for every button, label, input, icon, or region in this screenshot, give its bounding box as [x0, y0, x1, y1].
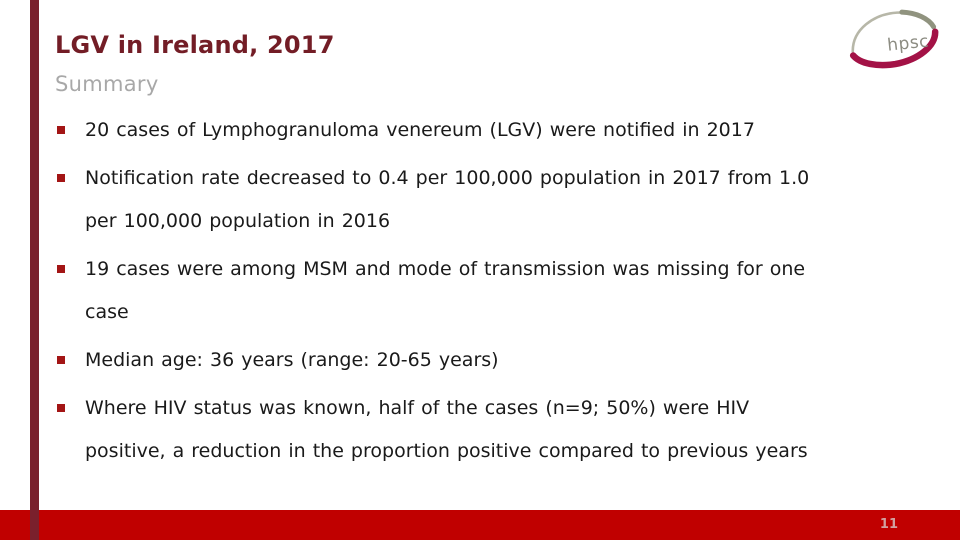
bullet-square-icon: [57, 126, 65, 134]
slide-title: LGV in Ireland, 2017: [55, 31, 335, 59]
hpsc-logo: hpsc: [849, 9, 939, 69]
footer-bar: 11: [0, 510, 960, 540]
bullet-list: 20 cases of Lymphogranuloma venereum (LG…: [57, 109, 907, 478]
bullet-text-line: positive, a reduction in the proportion …: [85, 440, 808, 462]
bullet-text-line: 20 cases of Lymphogranuloma venereum (LG…: [85, 119, 755, 141]
logo-swoosh-olive-icon: [899, 9, 937, 30]
bullet-lines: 20 cases of Lymphogranuloma venereum (LG…: [57, 109, 907, 152]
bullet-square-icon: [57, 265, 65, 273]
bullet-lines: Notification rate decreased to 0.4 per 1…: [57, 157, 907, 243]
bullet-square-icon: [57, 356, 65, 364]
bullet-text-line: case: [85, 301, 129, 323]
bullet-lines: 19 cases were among MSM and mode of tran…: [57, 248, 907, 334]
bullet-lines: Median age: 36 years (range: 20-65 years…: [57, 339, 907, 382]
bullet-text-line: 19 cases were among MSM and mode of tran…: [85, 258, 806, 280]
bullet-item: 19 cases were among MSM and mode of tran…: [57, 248, 907, 334]
logo-text: hpsc: [886, 32, 930, 56]
bullet-square-icon: [57, 174, 65, 182]
bullet-text-line: Median age: 36 years (range: 20-65 years…: [85, 349, 499, 371]
left-accent-stripe: [30, 0, 39, 540]
bullet-text-line: Notification rate decreased to 0.4 per 1…: [85, 167, 810, 189]
bullet-item: Notification rate decreased to 0.4 per 1…: [57, 157, 907, 243]
bullet-text-line: per 100,000 population in 2016: [85, 210, 391, 232]
bullet-text-line: Where HIV status was known, half of the …: [85, 397, 750, 419]
bullet-square-icon: [57, 404, 65, 412]
bullet-item: Median age: 36 years (range: 20-65 years…: [57, 339, 907, 382]
slide-subtitle: Summary: [55, 72, 159, 96]
page-number: 11: [879, 517, 898, 532]
logo-swoosh-crimson-icon: [849, 28, 939, 69]
bullet-item: Where HIV status was known, half of the …: [57, 387, 907, 473]
bullet-item: 20 cases of Lymphogranuloma venereum (LG…: [57, 109, 907, 152]
bullet-lines: Where HIV status was known, half of the …: [57, 387, 907, 473]
